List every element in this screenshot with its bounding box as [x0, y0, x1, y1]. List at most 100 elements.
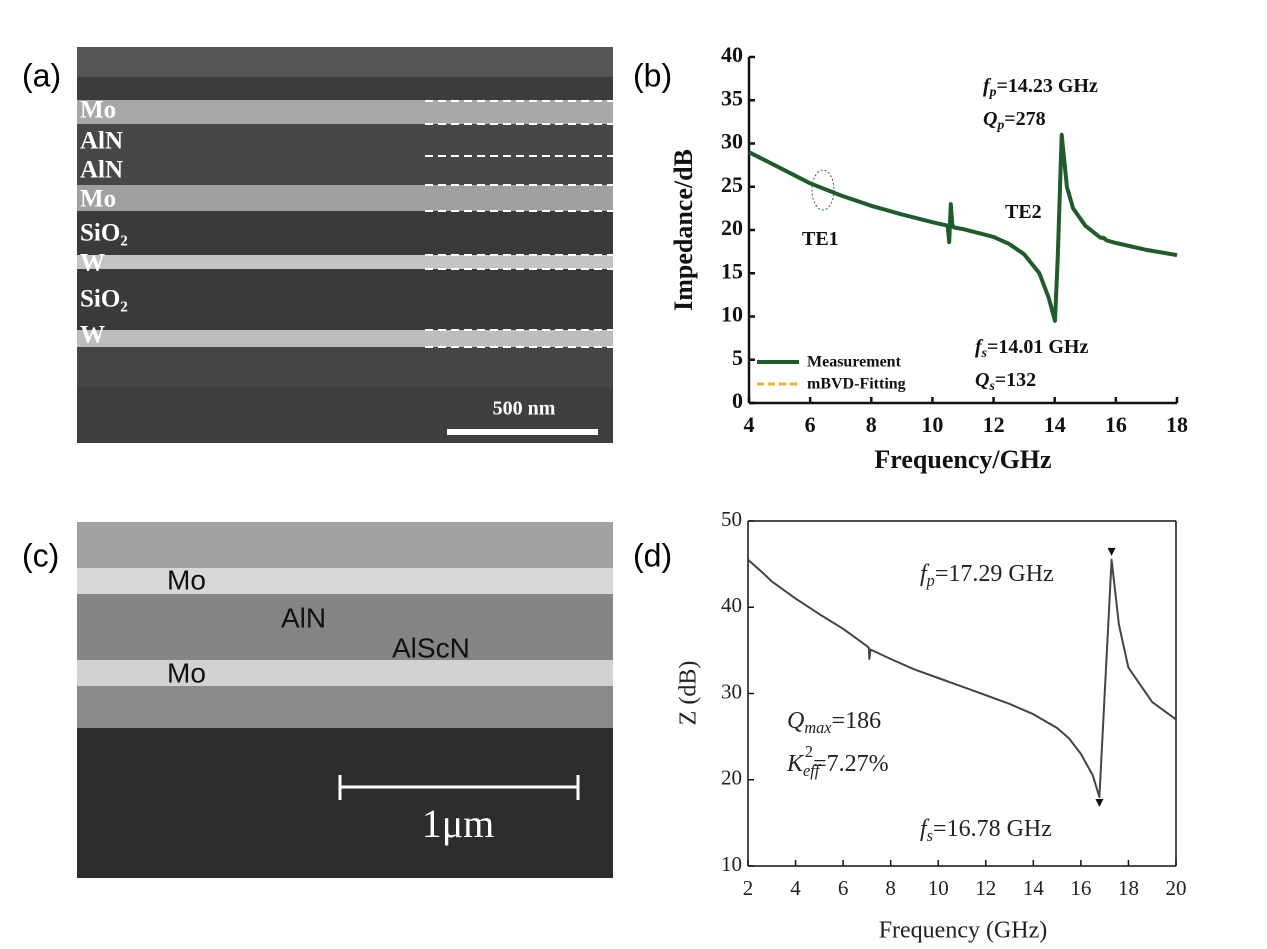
y-tick-label: 30 [721, 679, 742, 703]
series-line [748, 132, 1178, 323]
x-tick-label: 12 [975, 876, 996, 900]
x-tick-label: 10 [921, 412, 943, 437]
x-axis-label: Frequency (GHz) [879, 918, 1048, 944]
annotation-text: =16.78 GHz [933, 816, 1052, 842]
x-tick-label: 12 [983, 412, 1005, 437]
panel-label: (c) [22, 537, 59, 573]
annotation-sub: p [989, 84, 997, 99]
y-tick-label: 20 [721, 766, 742, 790]
annotation-text: =14.23 GHz [996, 75, 1098, 97]
annotation-base: Q [787, 708, 804, 734]
layer-label: AlN [80, 157, 123, 184]
annotation-text: =278 [1004, 108, 1045, 130]
sem-image-c: Mo AlN AlScN Mo 1μm [77, 522, 613, 878]
x-tick-label: 6 [805, 412, 816, 437]
annotation-sub: p [926, 571, 935, 590]
y-tick-label: 15 [721, 258, 743, 283]
annotation-text: =132 [995, 369, 1036, 391]
annotation-base: f [983, 75, 992, 97]
annotation: Qmax=186 [787, 708, 881, 737]
annotation-sub: s [981, 345, 987, 360]
panel-label: (a) [22, 57, 61, 93]
layer-label: Mo [80, 97, 116, 124]
layer-label: Mo [167, 564, 206, 595]
x-tick-label: 8 [866, 412, 877, 437]
layer-label: AlN [281, 602, 326, 633]
x-tick-label: 4 [744, 412, 755, 437]
x-tick-label: 18 [1118, 876, 1139, 900]
y-tick-label: 50 [721, 507, 742, 531]
annotation-base: Q [983, 108, 997, 130]
panel-label: (b) [633, 57, 672, 93]
annotation-sub: eff [803, 761, 822, 780]
panel-label: (d) [633, 537, 672, 573]
peak-marker [1095, 799, 1104, 807]
annotation-base: K [786, 751, 805, 777]
annotation: fs=14.01 GHz [975, 336, 1088, 361]
x-tick-label: 14 [1044, 412, 1066, 437]
annotation: fs=16.78 GHz [920, 816, 1052, 845]
layer-label: W [80, 322, 105, 349]
annotation-sup: 2 [805, 742, 813, 761]
x-tick-label: 14 [1023, 876, 1045, 900]
legend-label: mBVD-Fitting [807, 376, 906, 393]
series-line [747, 558, 1177, 798]
x-axis-label: Frequency/GHz [874, 445, 1051, 474]
y-tick-label: 35 [721, 85, 743, 110]
annotation-text: TE1 [802, 228, 839, 250]
annotation-base: f [920, 561, 930, 587]
y-axis-label: Impedance/dB [669, 149, 698, 311]
y-axis-label: Z (dB) [676, 661, 702, 726]
x-tick-label: 16 [1105, 412, 1127, 437]
layer-label: AlN [80, 128, 123, 155]
layer-label: AlScN [392, 632, 470, 663]
annotation-sub: p [996, 117, 1004, 132]
x-tick-label: 2 [743, 876, 754, 900]
layer-label: SiO₂ [80, 220, 128, 247]
annotation: fp=17.29 GHz [920, 561, 1054, 590]
annotation-text: =17.29 GHz [935, 561, 1054, 587]
y-tick-label: 0 [732, 388, 743, 413]
annotation-text: =14.01 GHz [987, 336, 1089, 358]
annotation-sub: s [927, 826, 933, 845]
annotation: TE1 [802, 228, 839, 250]
legend-label: Measurement [807, 354, 902, 371]
peak-marker [1107, 547, 1116, 556]
y-tick-label: 10 [721, 852, 742, 876]
x-tick-label: 10 [928, 876, 949, 900]
annotation: TE2 [1005, 201, 1042, 223]
annotation: Qp=278 [983, 108, 1046, 133]
annotation-base: f [975, 336, 984, 358]
y-tick-label: 40 [721, 42, 743, 67]
annotation: Keff2=7.27% [786, 742, 889, 780]
x-tick-label: 8 [885, 876, 896, 900]
x-tick-label: 20 [1166, 876, 1187, 900]
layer-label: W [80, 250, 105, 277]
annotation-sub: max [804, 718, 832, 737]
x-tick-label: 6 [838, 876, 849, 900]
annotation-text: =186 [832, 708, 882, 734]
annotation-text: =7.27% [813, 751, 889, 777]
x-tick-label: 16 [1070, 876, 1091, 900]
annotation-base: Q [975, 369, 989, 391]
annotation-sub: s [988, 378, 994, 393]
layer-label: SiO₂ [80, 286, 128, 313]
y-tick-label: 40 [721, 593, 742, 617]
annotation-text: TE2 [1005, 201, 1042, 223]
annotation: fp=14.23 GHz [983, 75, 1098, 100]
scale-bar-label: 500 nm [493, 398, 556, 420]
y-tick-label: 20 [721, 215, 743, 240]
chart-d: 2 4 6 8 10 12 14 16 18 20 10 20 30 40 50 Frequency (GHz… [676, 507, 1187, 944]
sem-image-a: Mo AlN AlN Mo SiO₂ W SiO₂ W 500 nm [77, 47, 613, 443]
layer-label: Mo [167, 657, 206, 688]
y-tick-label: 25 [721, 172, 743, 197]
scale-bar-label: 1μm [422, 801, 495, 846]
annotation: Qs=132 [975, 369, 1036, 394]
x-tick-label: 18 [1166, 412, 1188, 437]
y-tick-label: 5 [732, 345, 743, 370]
layer-label: Mo [80, 186, 116, 213]
x-tick-label: 4 [790, 876, 801, 900]
annotation-base: f [920, 816, 930, 842]
chart-b: 4 6 8 10 12 14 16 18 0 5 10 15 20 25 30 35 40 Frequency/G… [669, 42, 1188, 474]
